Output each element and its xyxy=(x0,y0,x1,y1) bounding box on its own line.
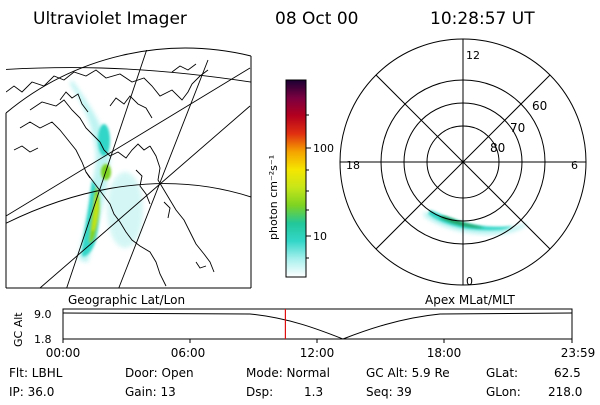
seq-status: Seq: 39 xyxy=(366,385,412,399)
colorbar xyxy=(285,79,307,278)
timeline-x-tick-0600: 06:00 xyxy=(171,346,206,360)
mlt-label-12: 12 xyxy=(466,49,480,62)
status-footer: Flt: LBHL IP: 36.0 Door: Open Gain: 13 M… xyxy=(9,366,582,399)
lat-lon-grid xyxy=(6,50,251,288)
mlt-label-6: 6 xyxy=(571,159,578,172)
dsp-label: Dsp: xyxy=(246,385,273,399)
colorbar-tick-10: 10 xyxy=(313,230,327,243)
glon-value: 218.0 xyxy=(548,385,582,399)
date-label: 08 Oct 00 xyxy=(275,9,358,29)
door-status: Door: Open xyxy=(125,366,194,380)
instrument-title: Ultraviolet Imager xyxy=(33,9,187,29)
altitude-curve xyxy=(62,312,573,340)
timeline-y-tick-high: 9.0 xyxy=(34,308,52,321)
geographic-map xyxy=(6,50,251,288)
auroral-emission-geo xyxy=(70,80,143,262)
mode-status: Mode: Normal xyxy=(246,366,330,380)
glat-value: 62.5 xyxy=(554,366,581,380)
mlt-label-0: 0 xyxy=(466,275,473,288)
time-label: 10:28:57 UT xyxy=(430,9,535,29)
lat-label-80: 80 xyxy=(490,141,505,155)
dsp-value: 1.3 xyxy=(304,385,323,399)
gc-alt-status: GC Alt: 5.9 Re xyxy=(366,366,450,380)
colorbar-unit-label: photon cm⁻²s⁻¹ xyxy=(267,155,280,240)
filter-status: Flt: LBHL xyxy=(9,366,63,380)
geo-panel-label: Geographic Lat/Lon xyxy=(68,293,185,307)
colorbar-ticks xyxy=(306,114,311,259)
lat-label-60: 60 xyxy=(532,99,547,113)
timeline-y-label: GC Alt xyxy=(12,312,25,347)
timeline-x-tick-0000: 00:00 xyxy=(46,346,81,360)
auroral-oval xyxy=(424,210,528,235)
polar-panel-label: Apex MLat/MLT xyxy=(425,293,515,307)
timeline-x-tick-1800: 18:00 xyxy=(427,346,462,360)
coastlines xyxy=(6,63,215,287)
colorbar-tick-100: 100 xyxy=(313,142,334,155)
gain-status: Gain: 13 xyxy=(125,385,176,399)
ip-status: IP: 36.0 xyxy=(9,385,54,399)
timeline-x-tick-1200: 12:00 xyxy=(300,346,335,360)
timeline-x-tick-2359: 23:59 xyxy=(561,346,596,360)
geo-frame xyxy=(5,47,252,289)
polar-grid xyxy=(339,38,587,286)
glon-label: GLon: xyxy=(486,385,521,399)
mlt-label-18: 18 xyxy=(346,159,360,172)
timeline-y-tick-low: 1.8 xyxy=(34,333,52,346)
glat-label: GLat: xyxy=(486,366,518,380)
polar-plot xyxy=(339,38,587,286)
timeline-x-ticks xyxy=(62,339,573,343)
lat-label-70: 70 xyxy=(510,121,525,135)
